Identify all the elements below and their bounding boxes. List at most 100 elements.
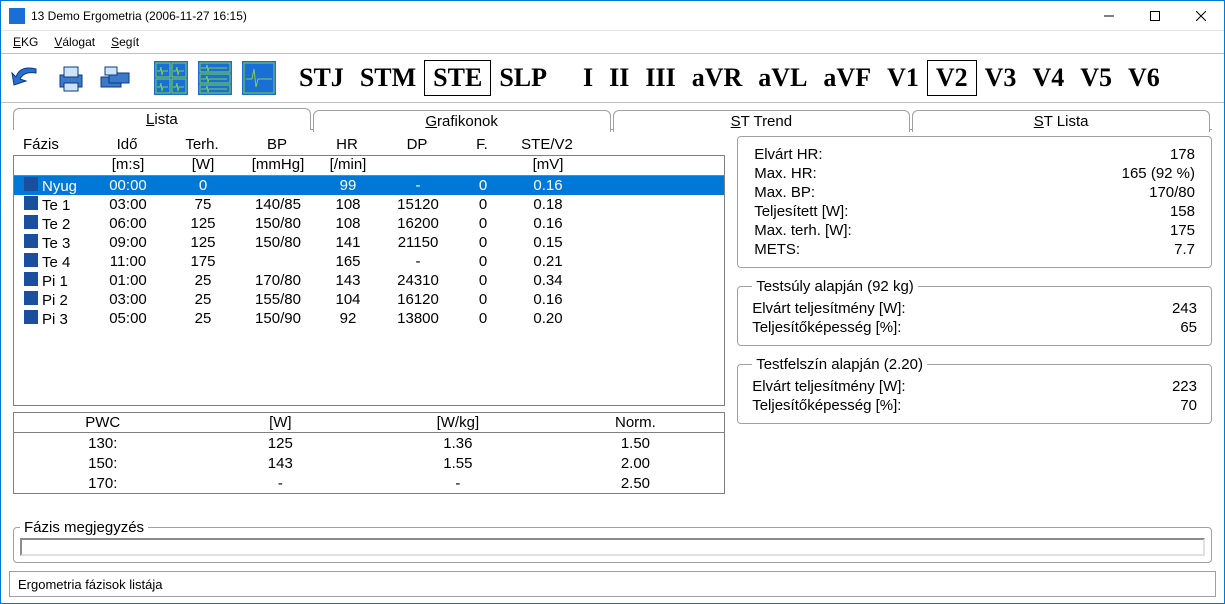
cell-ido: 03:00 xyxy=(88,196,168,213)
lead-iii[interactable]: III xyxy=(637,61,683,95)
cell-dp: - xyxy=(378,177,458,194)
lead-ste[interactable]: STE xyxy=(424,60,491,96)
cell-hr: 104 xyxy=(318,291,378,308)
cell-dp: - xyxy=(378,253,458,270)
cell-dp: 21150 xyxy=(378,234,458,251)
lead-avf[interactable]: aVF xyxy=(815,61,879,95)
cell-hr: 108 xyxy=(318,196,378,213)
cell-terh: 0 xyxy=(168,177,238,194)
phase-row[interactable]: Pi 101:0025170/801432431000.34 xyxy=(14,271,724,290)
phase-icon xyxy=(24,196,38,210)
note-input[interactable] xyxy=(20,538,1205,556)
cell-f: 0 xyxy=(458,272,508,289)
wave-view-2-button[interactable] xyxy=(195,58,235,98)
cell-dp: 24310 xyxy=(378,272,458,289)
cell-bp: 150/80 xyxy=(238,234,318,251)
lead-v3[interactable]: V3 xyxy=(977,61,1025,95)
cell-ido: 05:00 xyxy=(88,310,168,327)
lead-avr[interactable]: aVR xyxy=(684,61,751,95)
phase-row[interactable]: Pi 203:0025155/801041612000.16 xyxy=(14,290,724,309)
cell-terh: 25 xyxy=(168,272,238,289)
phase-icon xyxy=(24,291,38,305)
cell-f: 0 xyxy=(458,310,508,327)
tab-st-trend[interactable]: ST Trend xyxy=(613,110,911,132)
cell-f: 0 xyxy=(458,234,508,251)
tab-lista[interactable]: Lista xyxy=(13,108,311,130)
fieldset-row: Elvárt teljesítmény [W]:223 xyxy=(752,377,1197,396)
content-area: Fázis Idő Terh. BP HR DP F. STE/V2 [m:s]… xyxy=(13,129,1212,513)
lead-ii[interactable]: II xyxy=(601,61,637,95)
app-window: 13 Demo Ergometria (2006-11-27 16:15) EK… xyxy=(0,0,1225,604)
col-hr-unit: [/min] xyxy=(318,156,378,173)
cell-fazis: Te 3 xyxy=(42,235,70,252)
phase-row[interactable]: Te 411:00175165-00.21 xyxy=(14,252,724,271)
phase-row[interactable]: Nyug00:00099-00.16 xyxy=(14,176,724,195)
phase-icon xyxy=(24,253,38,267)
summary-row: Max. HR:165 (92 %) xyxy=(754,164,1195,183)
cell-hr: 165 xyxy=(318,253,378,270)
lead-slp[interactable]: SLP xyxy=(491,61,555,95)
summary-row: Max. terh. [W]:175 xyxy=(754,221,1195,240)
lead-v2[interactable]: V2 xyxy=(927,60,977,96)
phase-row[interactable]: Te 309:00125150/801412115000.15 xyxy=(14,233,724,252)
window-title: 13 Demo Ergometria (2006-11-27 16:15) xyxy=(31,9,1086,23)
menu-segít[interactable]: Segít xyxy=(105,33,145,51)
cell-ido: 09:00 xyxy=(88,234,168,251)
bsa-legend: Testfelszín alapján (2.20) xyxy=(752,356,927,373)
lead-i[interactable]: I xyxy=(575,61,601,95)
close-button[interactable] xyxy=(1178,1,1224,31)
tabs-row: ListaGrafikonokST TrendST Lista xyxy=(1,103,1224,129)
lead-v4[interactable]: V4 xyxy=(1024,61,1072,95)
tab-st-lista[interactable]: ST Lista xyxy=(912,110,1210,132)
cell-bp: 150/80 xyxy=(238,215,318,232)
pwc-col: Norm. xyxy=(547,414,725,431)
lead-avl[interactable]: aVL xyxy=(750,61,815,95)
cell-ste: 0.34 xyxy=(508,272,588,289)
fieldset-row: Elvárt teljesítmény [W]:243 xyxy=(752,299,1197,318)
cell-dp: 13800 xyxy=(378,310,458,327)
summary-row: Teljesített [W]:158 xyxy=(754,202,1195,221)
cell-hr: 143 xyxy=(318,272,378,289)
cell-terh: 175 xyxy=(168,253,238,270)
menu-válogat[interactable]: Válogat xyxy=(48,33,101,51)
col-terh-unit: [W] xyxy=(168,156,238,173)
lead-v1[interactable]: V1 xyxy=(879,61,927,95)
lead-v6[interactable]: V6 xyxy=(1120,61,1168,95)
tab-grafikonok[interactable]: Grafikonok xyxy=(313,110,611,132)
cell-fazis: Te 4 xyxy=(42,254,70,271)
print-button[interactable] xyxy=(51,58,91,98)
phase-row[interactable]: Te 103:0075140/851081512000.18 xyxy=(14,195,724,214)
wave-view-1-button[interactable] xyxy=(151,58,191,98)
lead-stm[interactable]: STM xyxy=(352,61,424,95)
wave-view-3-button[interactable] xyxy=(239,58,279,98)
col-ido-unit: [m:s] xyxy=(88,156,168,173)
pwc-col: [W] xyxy=(192,414,370,431)
cell-ste: 0.15 xyxy=(508,234,588,251)
cell-fazis: Pi 3 xyxy=(42,311,68,328)
minimize-button[interactable] xyxy=(1086,1,1132,31)
lead-stj[interactable]: STJ xyxy=(291,61,352,95)
cell-ido: 06:00 xyxy=(88,215,168,232)
cell-dp: 15120 xyxy=(378,196,458,213)
cell-f: 0 xyxy=(458,291,508,308)
cell-ste: 0.21 xyxy=(508,253,588,270)
cell-bp: 140/85 xyxy=(238,196,318,213)
cell-hr: 108 xyxy=(318,215,378,232)
right-pane: Elvárt HR:178Max. HR:165 (92 %)Max. BP:1… xyxy=(737,136,1212,513)
print-multi-button[interactable] xyxy=(95,58,135,98)
cell-fazis: Pi 1 xyxy=(42,273,68,290)
phase-row[interactable]: Pi 305:0025150/90921380000.20 xyxy=(14,309,724,328)
left-pane: Fázis Idő Terh. BP HR DP F. STE/V2 [m:s]… xyxy=(13,136,725,513)
col-terh: Terh. xyxy=(167,136,237,153)
menu-ekg[interactable]: EKG xyxy=(7,33,44,51)
phase-columns-row2: [m:s] [W] [mmHg] [/min] [mV] xyxy=(13,155,725,176)
maximize-button[interactable] xyxy=(1132,1,1178,31)
cell-ste: 0.18 xyxy=(508,196,588,213)
col-ste-unit: [mV] xyxy=(508,156,588,173)
phase-row[interactable]: Te 206:00125150/801081620000.16 xyxy=(14,214,724,233)
back-button[interactable] xyxy=(7,58,47,98)
cell-ste: 0.16 xyxy=(508,215,588,232)
cell-f: 0 xyxy=(458,177,508,194)
lead-v5[interactable]: V5 xyxy=(1072,61,1120,95)
cell-hr: 141 xyxy=(318,234,378,251)
